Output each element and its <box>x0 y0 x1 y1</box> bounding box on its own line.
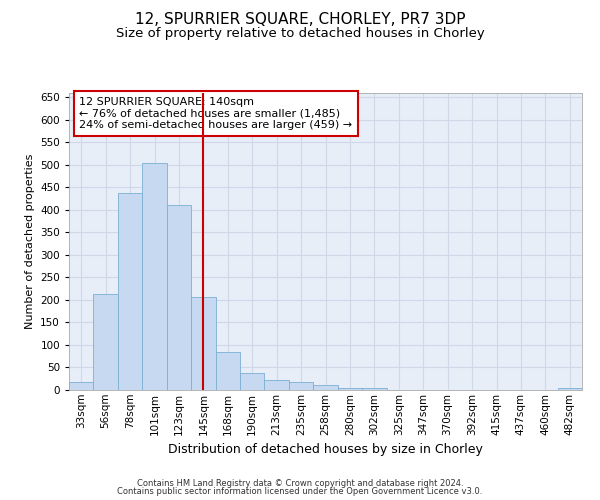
Bar <box>94 294 118 390</box>
Bar <box>557 388 582 390</box>
Text: Contains public sector information licensed under the Open Government Licence v3: Contains public sector information licen… <box>118 487 482 496</box>
Bar <box>240 373 265 390</box>
Text: 12 SPURRIER SQUARE: 140sqm
← 76% of detached houses are smaller (1,485)
24% of s: 12 SPURRIER SQUARE: 140sqm ← 76% of deta… <box>79 97 352 130</box>
Bar <box>69 382 94 390</box>
Text: Contains HM Land Registry data © Crown copyright and database right 2024.: Contains HM Land Registry data © Crown c… <box>137 478 463 488</box>
Bar <box>167 205 191 390</box>
Bar <box>118 194 142 390</box>
X-axis label: Distribution of detached houses by size in Chorley: Distribution of detached houses by size … <box>168 443 483 456</box>
Text: Size of property relative to detached houses in Chorley: Size of property relative to detached ho… <box>116 28 484 40</box>
Bar <box>191 296 215 390</box>
Bar <box>215 352 240 390</box>
Text: 12, SPURRIER SQUARE, CHORLEY, PR7 3DP: 12, SPURRIER SQUARE, CHORLEY, PR7 3DP <box>135 12 465 28</box>
Bar <box>362 388 386 390</box>
Y-axis label: Number of detached properties: Number of detached properties <box>25 154 35 329</box>
Bar <box>265 380 289 390</box>
Bar <box>338 388 362 390</box>
Bar <box>313 386 338 390</box>
Bar <box>289 382 313 390</box>
Bar <box>142 164 167 390</box>
